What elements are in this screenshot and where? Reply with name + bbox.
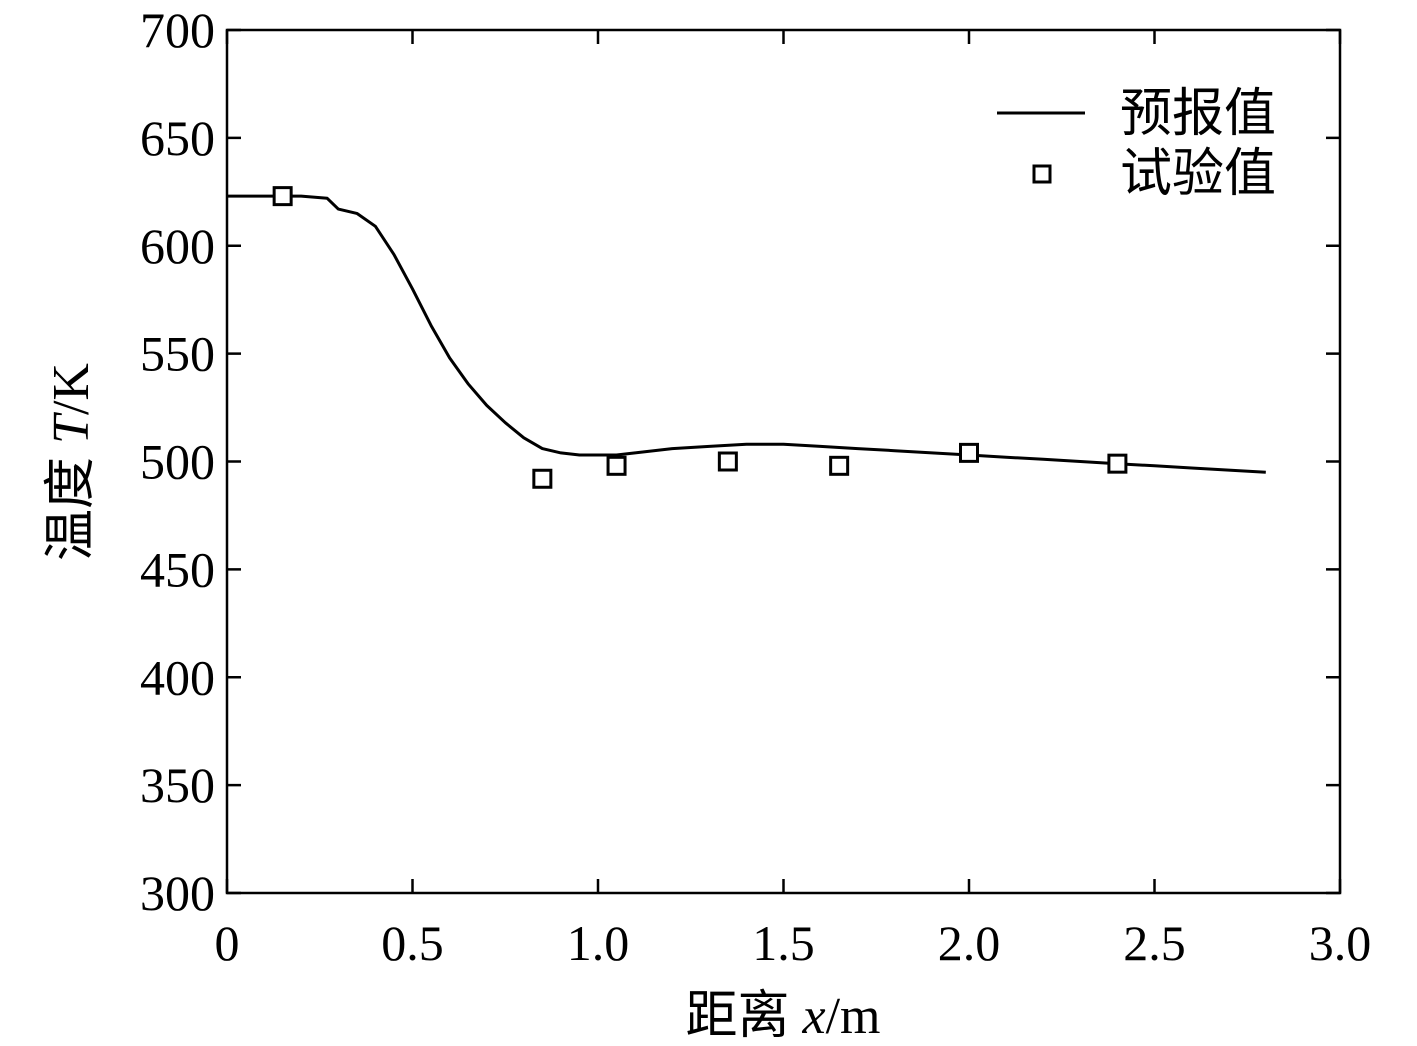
- legend-label-experiment: 试验值: [1120, 146, 1276, 203]
- x-axis-title: 距离 x/m: [685, 988, 880, 1045]
- data-point-experiment: [532, 468, 553, 489]
- series-line-prediction: [227, 194, 1266, 474]
- plot-area: 300 350 400 450 500 550 600 650 700 0 0.5 1.0 1.5 2.…: [140, 2, 1371, 971]
- x-axis-title-prefix: 距离: [685, 988, 802, 1045]
- data-point-experiment: [1107, 453, 1128, 474]
- y-axis-title-var: T: [43, 412, 100, 444]
- x-tick-label: 1.0: [567, 915, 630, 971]
- y-tick-label: 350: [140, 757, 215, 813]
- x-tick-label: 1.5: [752, 915, 815, 971]
- x-tick-label: 0: [215, 915, 240, 971]
- y-tick-label: 450: [140, 541, 215, 597]
- x-axis-title-var: x: [802, 988, 826, 1045]
- legend-label-prediction: 预报值: [1120, 86, 1276, 143]
- x-axis-title-unit: /m: [826, 988, 881, 1045]
- y-tick-label: 550: [140, 326, 215, 382]
- y-axis-title-prefix: 温度: [43, 444, 100, 561]
- data-point-experiment: [959, 442, 979, 463]
- legend-square-swatch: [1032, 164, 1052, 184]
- x-tick-label: 0.5: [381, 915, 444, 971]
- y-axis-title: 温度 T/K: [43, 363, 100, 561]
- x-tick-label: 3.0: [1309, 915, 1372, 971]
- x-tick-label: 2.0: [938, 915, 1001, 971]
- y-axis-title-unit: /K: [43, 363, 100, 415]
- y-tick-label: 700: [140, 2, 215, 58]
- legend: 预报值 试验值: [997, 86, 1276, 203]
- y-tick-label: 400: [140, 649, 215, 705]
- data-point-experiment: [606, 455, 627, 476]
- y-tick-label: 500: [140, 434, 215, 490]
- y-tick-label: 650: [140, 110, 215, 166]
- data-point-experiment: [717, 451, 738, 472]
- y-axis: 300 350 400 450 500 550 600 650 700: [140, 2, 1340, 921]
- y-tick-label: 600: [140, 218, 215, 274]
- x-tick-label: 2.5: [1123, 915, 1186, 971]
- data-point-experiment: [829, 455, 850, 476]
- data-point-experiment: [272, 186, 293, 207]
- series-layer: [227, 186, 1266, 489]
- y-tick-label: 300: [140, 865, 215, 921]
- x-axis: 0 0.5 1.0 1.5 2.0 2.5 3.0: [215, 30, 1372, 971]
